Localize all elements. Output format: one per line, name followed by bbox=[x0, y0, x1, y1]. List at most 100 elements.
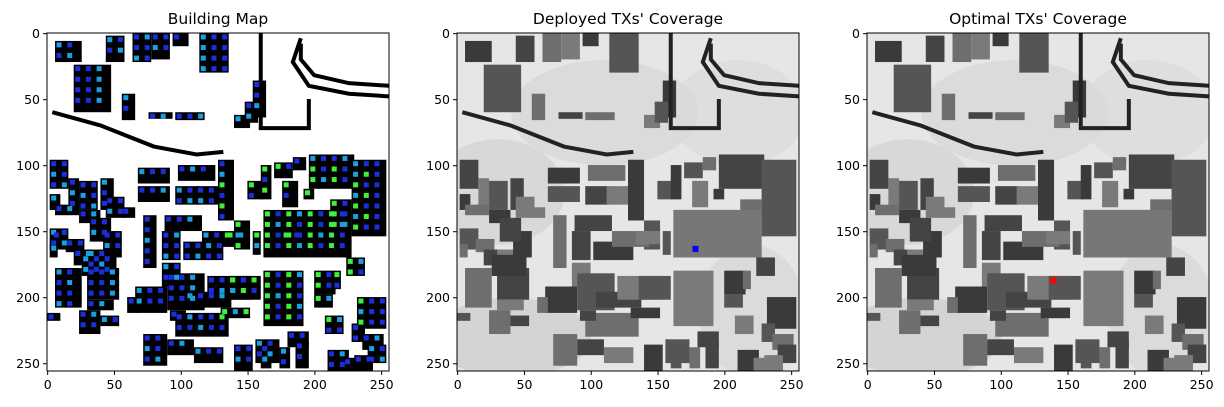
antenna-dot bbox=[96, 97, 102, 103]
antenna-dot bbox=[374, 335, 380, 341]
antenna-dot bbox=[339, 232, 345, 238]
antenna-dot bbox=[160, 113, 166, 119]
antenna-dot bbox=[275, 243, 281, 249]
antenna-dot bbox=[168, 285, 174, 291]
building bbox=[332, 270, 341, 290]
antenna-dot bbox=[275, 272, 281, 278]
antenna-dot bbox=[117, 47, 123, 53]
antenna-dot bbox=[144, 346, 150, 352]
building bbox=[869, 194, 881, 210]
antenna-dot bbox=[337, 317, 343, 323]
antenna-dot bbox=[222, 309, 228, 315]
y-tick-label: 100 bbox=[426, 158, 450, 173]
antenna-dot bbox=[99, 301, 105, 307]
antenna-dot bbox=[235, 346, 241, 352]
antenna-dot bbox=[69, 200, 75, 206]
building bbox=[1115, 341, 1129, 369]
antenna-dot bbox=[246, 113, 252, 119]
antenna-dot bbox=[174, 264, 180, 270]
antenna-dot bbox=[339, 243, 345, 249]
structure-line bbox=[708, 43, 799, 88]
antenna-dot bbox=[51, 161, 57, 167]
antenna-dot bbox=[51, 229, 57, 235]
antenna-dot bbox=[206, 348, 212, 354]
antenna-dot bbox=[144, 356, 150, 362]
building bbox=[462, 231, 476, 245]
antenna-dot bbox=[264, 293, 270, 299]
antenna-dot bbox=[329, 221, 335, 227]
antenna-dot bbox=[144, 335, 150, 341]
building bbox=[1144, 315, 1164, 335]
antenna-dot bbox=[219, 182, 225, 188]
antenna-dot bbox=[67, 206, 73, 212]
antenna-dot bbox=[88, 301, 94, 307]
building bbox=[1134, 270, 1156, 295]
antenna-dot bbox=[251, 277, 257, 283]
antenna-dot bbox=[363, 192, 369, 198]
chart-title: Deployed TXs' Coverage bbox=[533, 10, 723, 28]
antenna-dot bbox=[208, 287, 214, 293]
antenna-dot bbox=[67, 240, 73, 246]
antenna-dot bbox=[85, 76, 91, 82]
building bbox=[1083, 209, 1172, 258]
building bbox=[1013, 347, 1044, 364]
antenna-dot bbox=[342, 221, 348, 227]
building bbox=[756, 257, 775, 276]
antenna-dot bbox=[187, 198, 193, 204]
antenna-dot bbox=[61, 171, 67, 177]
antenna-dot bbox=[275, 232, 281, 238]
building bbox=[941, 93, 956, 121]
antenna-dot bbox=[85, 66, 91, 72]
building bbox=[670, 344, 682, 369]
antenna-dot bbox=[216, 253, 222, 259]
building bbox=[888, 178, 900, 213]
antenna-dot bbox=[329, 361, 335, 367]
antenna-dot bbox=[88, 261, 94, 267]
antenna-dot bbox=[286, 272, 292, 278]
y-tick-label: 0 bbox=[32, 26, 40, 41]
antenna-dot bbox=[168, 274, 174, 280]
antenna-dot bbox=[315, 282, 321, 288]
antenna-dot bbox=[91, 211, 97, 217]
antenna-dot bbox=[294, 232, 300, 238]
antenna-dot bbox=[147, 287, 153, 293]
antenna-dot bbox=[117, 198, 123, 204]
antenna-dot bbox=[158, 298, 164, 304]
antenna-dot bbox=[339, 351, 345, 357]
antenna-dot bbox=[374, 224, 380, 230]
y-tick-label: 200 bbox=[836, 290, 860, 305]
antenna-dot bbox=[219, 277, 225, 283]
antenna-dot bbox=[174, 232, 180, 238]
antenna-dot bbox=[329, 243, 335, 249]
antenna-dot bbox=[363, 335, 369, 341]
antenna-dot bbox=[321, 166, 327, 172]
antenna-dot bbox=[195, 243, 201, 249]
coverage-shade bbox=[671, 60, 799, 166]
antenna-dot bbox=[374, 192, 380, 198]
antenna-dot bbox=[369, 346, 375, 352]
building bbox=[587, 165, 626, 181]
building bbox=[459, 194, 471, 210]
antenna-dot bbox=[208, 293, 214, 299]
antenna-dot bbox=[195, 348, 201, 354]
antenna-dot bbox=[326, 282, 332, 288]
antenna-dot bbox=[299, 332, 305, 338]
antenna-dot bbox=[139, 169, 145, 175]
building bbox=[121, 207, 136, 218]
antenna-dot bbox=[187, 113, 193, 119]
building bbox=[872, 231, 886, 245]
building bbox=[553, 215, 567, 269]
building bbox=[542, 33, 562, 63]
x-tick-label: 0 bbox=[864, 377, 872, 392]
y-tick-label: 200 bbox=[16, 290, 40, 305]
antenna-dot bbox=[230, 287, 236, 293]
antenna-dot bbox=[200, 55, 206, 61]
axes-frame bbox=[456, 32, 800, 372]
antenna-dot bbox=[200, 66, 206, 72]
antenna-dot bbox=[342, 200, 348, 206]
antenna-dot bbox=[262, 177, 268, 183]
antenna-dot bbox=[104, 266, 110, 272]
antenna-dot bbox=[75, 250, 81, 256]
y-tick-label: 250 bbox=[836, 356, 860, 371]
structure-line bbox=[290, 37, 389, 99]
